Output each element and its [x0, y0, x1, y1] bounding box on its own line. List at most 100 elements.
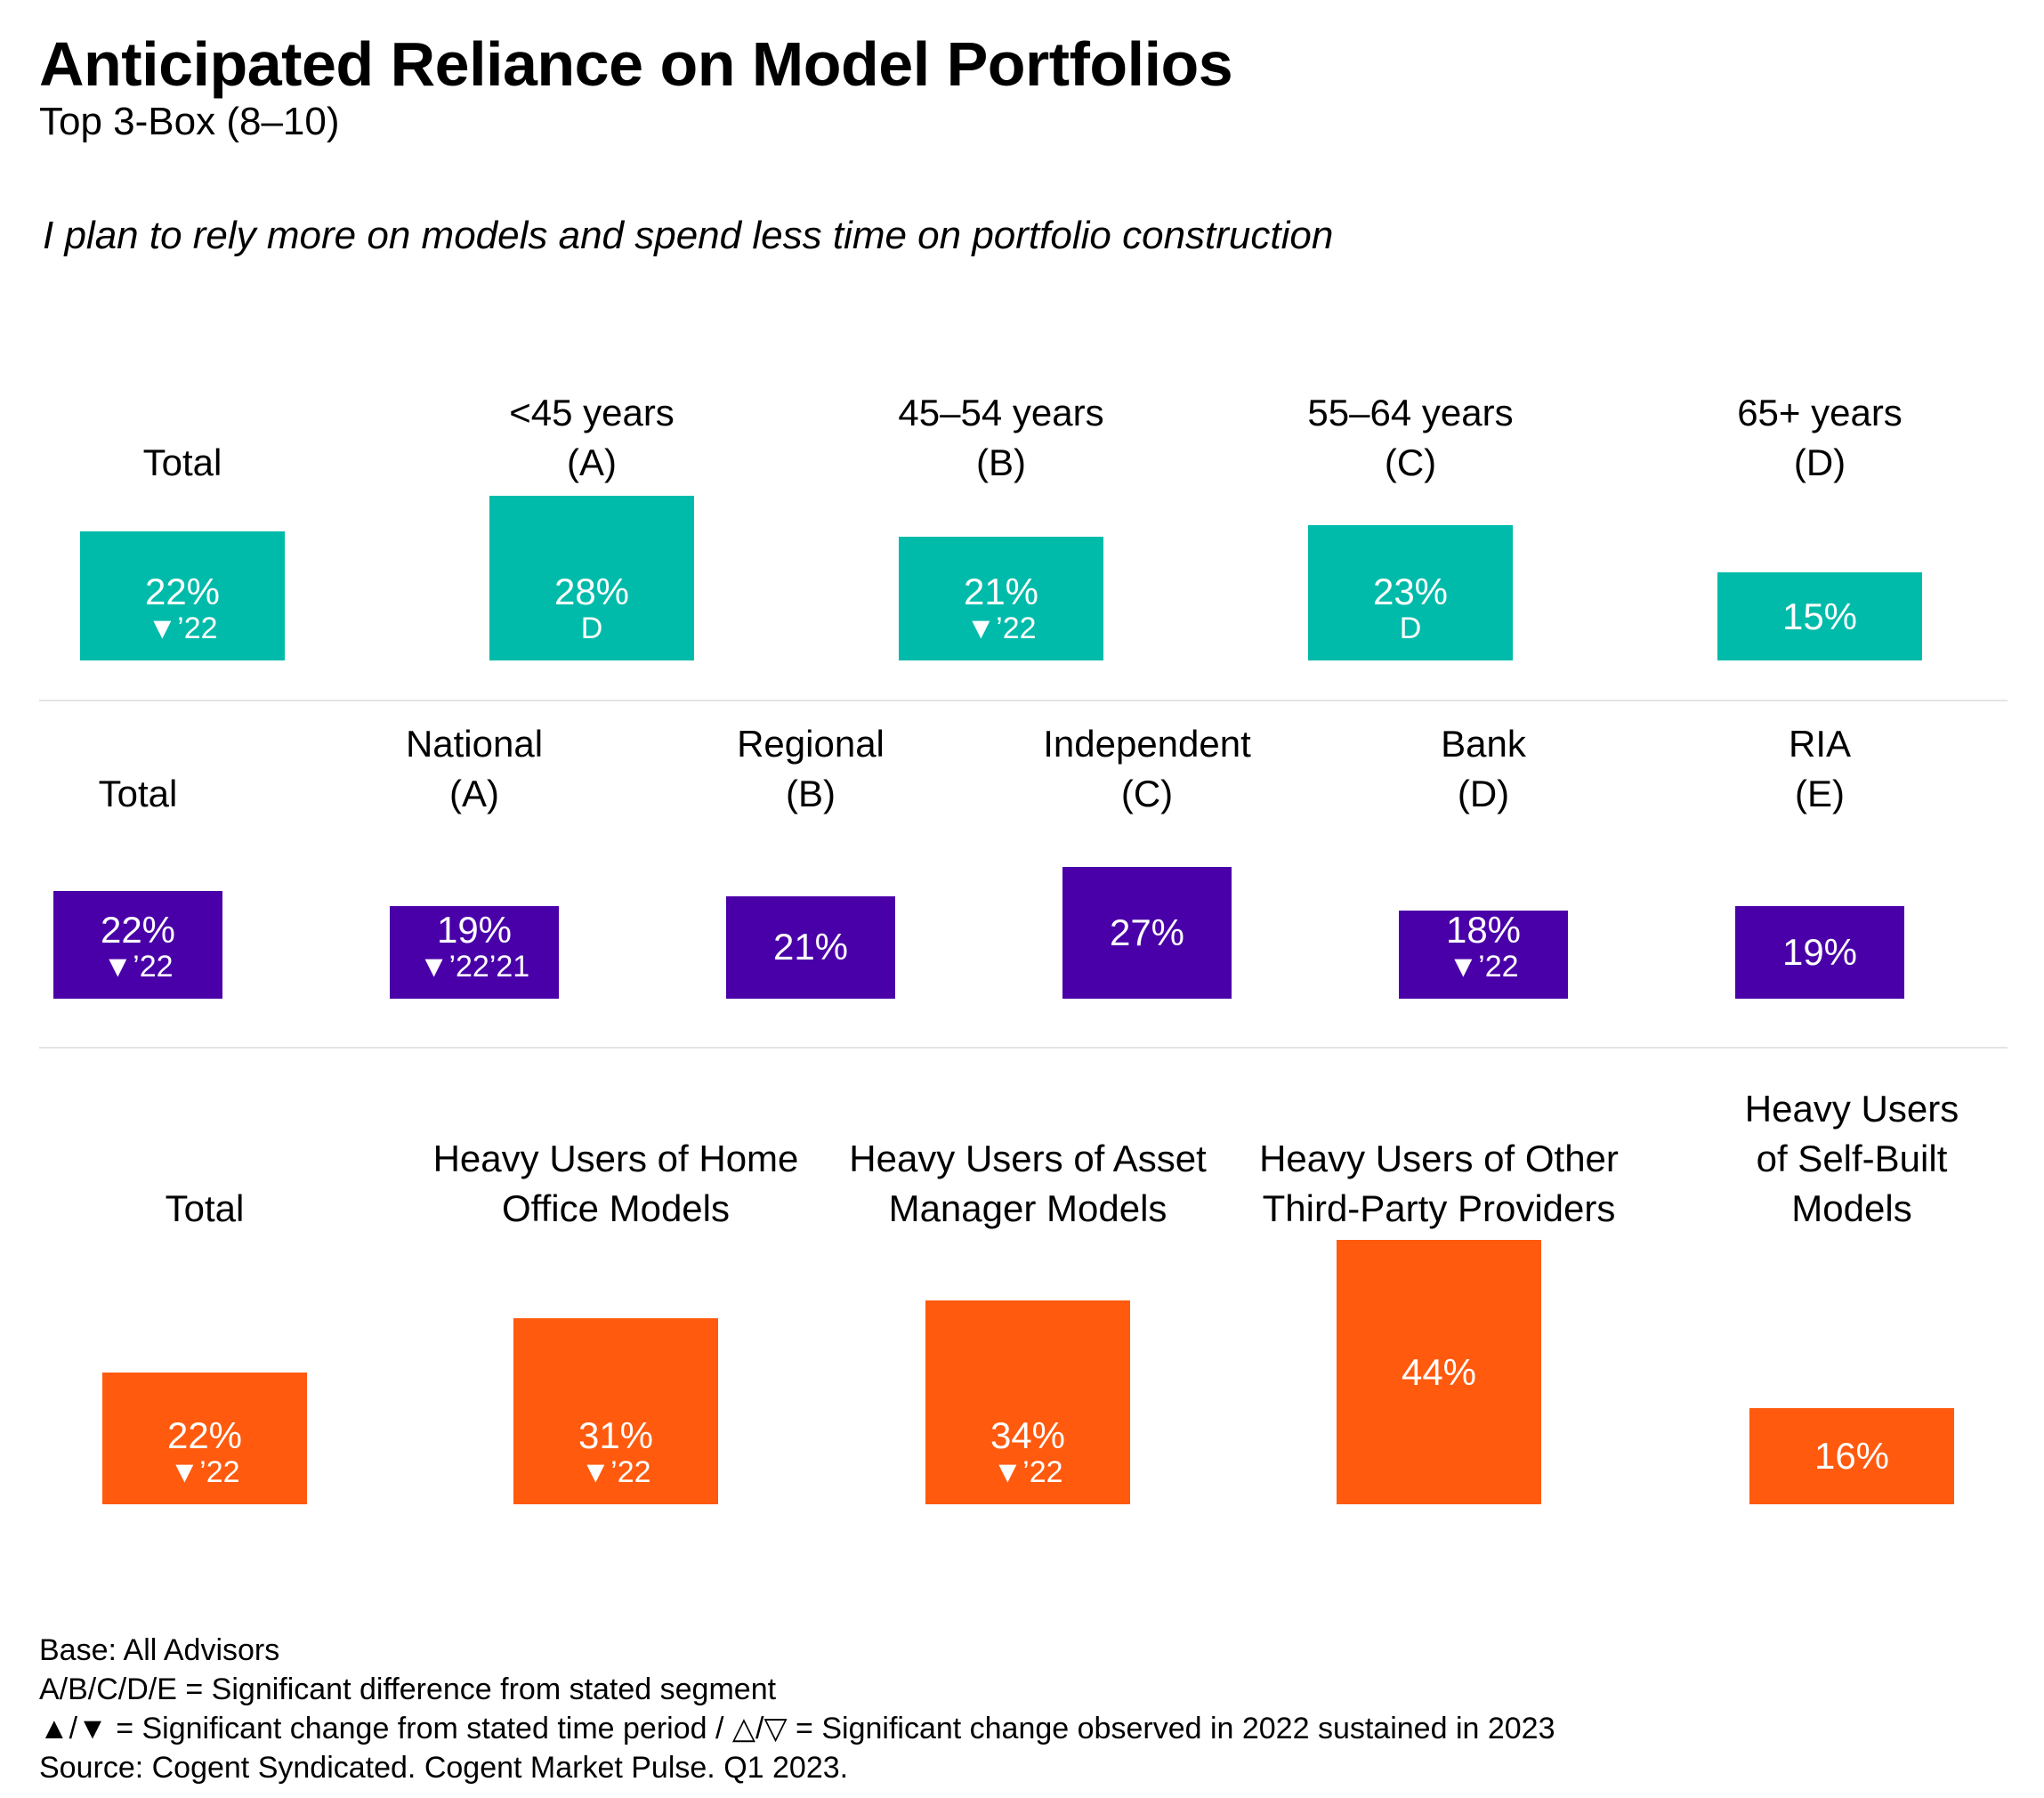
category-label-line: Heavy Users of Other: [1259, 1138, 1619, 1179]
significance-note: ▼’22: [1448, 950, 1519, 984]
category-label-line: Heavy Users of Home: [432, 1138, 799, 1179]
category-label-line: (C): [1120, 773, 1174, 814]
category-label-line: Total: [165, 1187, 245, 1229]
category-label: Regional (B): [737, 719, 885, 819]
bar-label-group: 44%: [1337, 1351, 1541, 1393]
category-label: <45 years (A): [509, 388, 675, 488]
significance-note: ▼’22: [102, 950, 174, 984]
category-label-line: (B): [785, 773, 836, 814]
category-label-line: (D): [1457, 773, 1510, 814]
bar: 22% ▼’22: [80, 530, 285, 660]
significance-note: ▼’22: [992, 1455, 1063, 1489]
significance-note: ▼’22: [965, 611, 1037, 645]
category-label-line: 45–54 years: [898, 392, 1104, 433]
category-label-line: 65+ years: [1737, 392, 1903, 433]
category-label-line: Total: [98, 773, 178, 814]
category-label: 55–64 years (C): [1307, 388, 1513, 488]
bar-label-group: 21%: [726, 927, 895, 968]
category-label: National (A): [406, 719, 543, 819]
category-label-line: <45 years: [509, 392, 675, 433]
category-label: Heavy Users of Other Third-Party Provider…: [1259, 1134, 1619, 1234]
section-divider: [39, 1047, 2008, 1049]
section-divider: [39, 700, 2008, 701]
bar: 16%: [1749, 1408, 1954, 1504]
footnotes: Base: All Advisors A/B/C/D/E = Significa…: [39, 1631, 1555, 1787]
footnote-base: Base: All Advisors: [39, 1633, 280, 1667]
data-label: 19%: [436, 909, 513, 951]
bar: 23% D: [1308, 525, 1513, 660]
category-label-line: Independent: [1043, 723, 1251, 765]
bar-label-group: 22% ▼’22: [80, 571, 285, 644]
footnote-source: Source: Cogent Syndicated. Cogent Market…: [39, 1751, 849, 1785]
category-label: Independent (C): [1043, 719, 1251, 819]
data-label: 34%: [990, 1414, 1066, 1456]
bar-label-group: 21% ▼’22: [899, 571, 1103, 644]
bar-label-group: 15%: [1717, 595, 1922, 637]
category-label-line: (B): [975, 441, 1026, 483]
category-label: Total: [143, 438, 222, 488]
category-label-line: Manager Models: [888, 1187, 1167, 1229]
bar-label-group: 19% ▼’22’21: [390, 909, 559, 984]
bar-label-group: 18% ▼’22: [1399, 909, 1568, 984]
category-label-line: (A): [567, 441, 617, 483]
bar-label-group: 34% ▼’22: [925, 1414, 1130, 1489]
data-label: 31%: [578, 1414, 654, 1456]
bar: 31% ▼’22: [513, 1317, 718, 1504]
category-label-line: (D): [1793, 441, 1846, 483]
category-label-line: National: [405, 723, 544, 765]
significance-note: D: [580, 611, 603, 645]
data-label: 15%: [1781, 595, 1858, 637]
category-label-line: Regional: [737, 723, 885, 765]
category-label: RIA (E): [1789, 719, 1851, 819]
category-label: Total: [99, 769, 178, 819]
bar: 27%: [1062, 866, 1232, 999]
category-label-line: Heavy Users: [1744, 1088, 1959, 1130]
category-label: 65+ years (D): [1737, 388, 1903, 488]
significance-note: ▼’22’21: [418, 950, 530, 984]
data-label: 21%: [772, 926, 849, 968]
bar: 44%: [1337, 1240, 1541, 1504]
category-label-line: Total: [142, 441, 222, 483]
bar: 15%: [1717, 572, 1922, 660]
data-label: 22%: [100, 909, 176, 951]
bar: 28% D: [489, 496, 694, 660]
category-label: Heavy Users of Asset Manager Models: [849, 1134, 1206, 1234]
category-label-line: Bank: [1441, 723, 1526, 765]
data-label: 18%: [1445, 909, 1522, 951]
bar-label-group: 23% D: [1308, 571, 1513, 644]
data-label: 16%: [1814, 1435, 1890, 1477]
bar-label-group: 31% ▼’22: [513, 1414, 718, 1489]
bar-label-group: 22% ▼’22: [53, 909, 222, 984]
category-label-line: (E): [1794, 773, 1845, 814]
category-label-line: of Self-Built: [1756, 1138, 1948, 1179]
data-label: 23%: [1372, 570, 1449, 612]
significance-note: ▼’22: [169, 1455, 240, 1489]
bar: 34% ▼’22: [925, 1300, 1130, 1504]
footnote-change-key: ▲/▼ = Significant change from stated tim…: [39, 1712, 1555, 1745]
significance-note: ▼’22: [580, 1455, 651, 1489]
bar: 19% ▼’22’21: [390, 905, 559, 999]
significance-note: ▼’22: [147, 611, 218, 645]
bar: 19%: [1735, 905, 1904, 999]
category-label-line: (C): [1384, 441, 1437, 483]
category-label-line: Heavy Users of Asset: [849, 1138, 1207, 1179]
survey-question: I plan to rely more on models and spend …: [43, 214, 1334, 257]
bar-label-group: 22% ▼’22: [102, 1414, 307, 1489]
page-subtitle: Top 3-Box (8–10): [39, 100, 340, 143]
category-label-line: Office Models: [501, 1187, 730, 1229]
category-label: Total: [166, 1184, 245, 1234]
bar: 18% ▼’22: [1399, 909, 1568, 999]
bar: 21% ▼’22: [899, 537, 1103, 660]
data-label: 27%: [1109, 911, 1185, 953]
category-label-line: 55–64 years: [1307, 392, 1514, 433]
category-label: Bank (D): [1441, 719, 1526, 819]
category-label-line: Models: [1791, 1187, 1912, 1229]
category-label: Heavy Users of Home Office Models: [433, 1134, 799, 1234]
data-label: 28%: [553, 570, 630, 612]
bar-label-group: 27%: [1062, 911, 1232, 953]
significance-note: D: [1399, 611, 1422, 645]
category-label-line: Third-Party Providers: [1262, 1187, 1616, 1229]
data-label: 19%: [1781, 930, 1858, 973]
page-title: Anticipated Reliance on Model Portfolios: [39, 29, 1233, 99]
data-label: 22%: [166, 1414, 243, 1456]
